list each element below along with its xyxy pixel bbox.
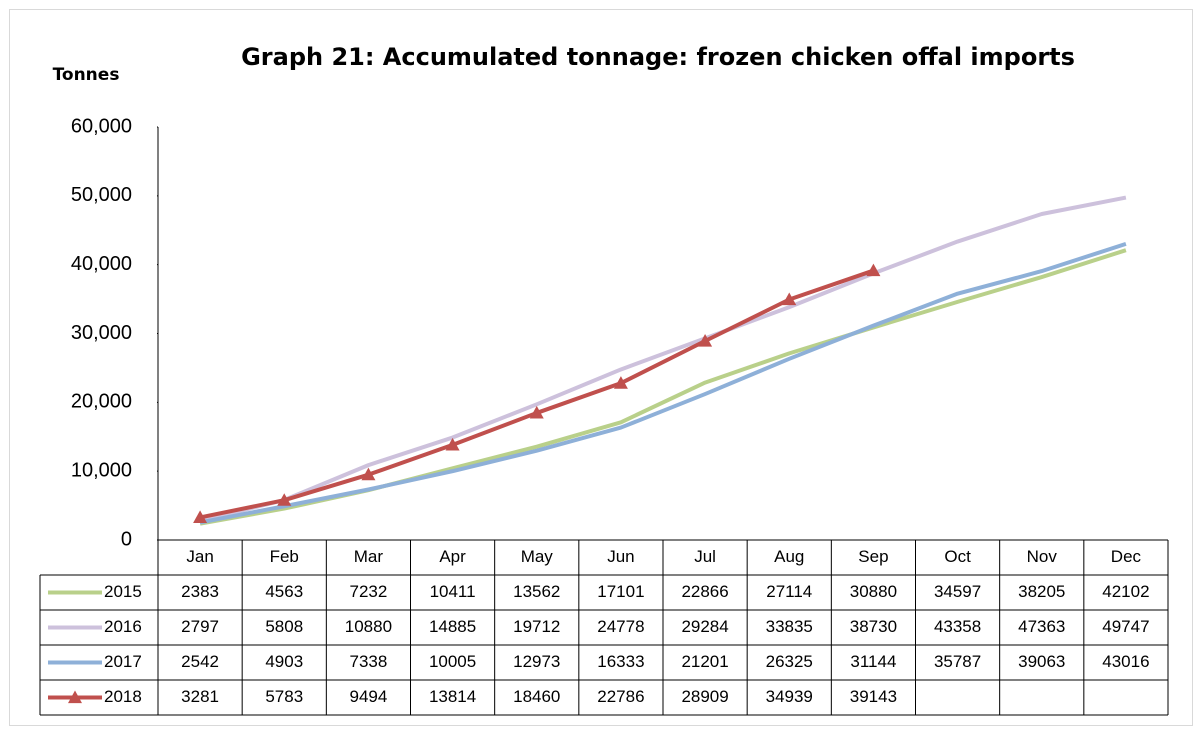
x-tick-label: Nov	[1027, 547, 1058, 566]
y-tick-label: 40,000	[71, 253, 132, 275]
table-cell: 7338	[350, 652, 388, 671]
table-cell: 3281	[181, 687, 219, 706]
x-tick-label: Aug	[774, 547, 804, 566]
table-cell: 10005	[429, 652, 476, 671]
line-series	[199, 242, 1127, 525]
point-marker	[866, 263, 881, 277]
chart-border	[9, 9, 1193, 726]
table-cell: 35787	[934, 652, 981, 671]
x-tick-label: Sep	[858, 547, 888, 566]
x-tick-label: Oct	[944, 547, 971, 566]
table-cell: 14885	[429, 617, 476, 636]
x-tick-label: Apr	[439, 547, 466, 566]
table-cell: 38205	[1018, 582, 1065, 601]
legend-label: 2016	[104, 617, 142, 636]
y-tick-label: 10,000	[71, 459, 132, 481]
table-cell: 33835	[766, 617, 813, 636]
legend-label: 2017	[104, 652, 142, 671]
y-tick-label: 0	[121, 528, 132, 550]
table-cell: 29284	[681, 617, 728, 636]
line-series	[199, 195, 1127, 523]
point-marker	[782, 292, 797, 306]
y-tick-label: 20,000	[71, 391, 132, 413]
table-cell: 10880	[345, 617, 392, 636]
table-cell: 24778	[597, 617, 644, 636]
table-cell: 28909	[681, 687, 728, 706]
table-cell: 31144	[850, 652, 896, 671]
table-cell: 49747	[1102, 617, 1149, 636]
table-cell: 27114	[766, 582, 812, 601]
chart-title: Graph 21: Accumulated tonnage: frozen ch…	[241, 43, 1075, 71]
table-cell: 10411	[430, 582, 476, 601]
table-cell: 18460	[513, 687, 560, 706]
point-marker	[193, 510, 208, 524]
table-cell: 12973	[513, 652, 560, 671]
x-tick-label: Jun	[607, 547, 634, 566]
table-cell: 34597	[934, 582, 981, 601]
table-cell: 42102	[1102, 582, 1149, 601]
table-cell: 19712	[513, 617, 560, 636]
point-marker	[529, 405, 544, 419]
table-cell: 4903	[265, 652, 303, 671]
table-cell: 38730	[850, 617, 897, 636]
table-cell: 39063	[1018, 652, 1065, 671]
table-cell: 47363	[1018, 617, 1065, 636]
point-marker	[361, 467, 376, 481]
table-cell: 7232	[350, 582, 388, 601]
point-marker	[277, 493, 292, 506]
table-cell: 9494	[350, 687, 388, 706]
table-cell: 2797	[181, 617, 219, 636]
table-cell: 5783	[265, 687, 303, 706]
legend-marker	[68, 690, 82, 704]
x-tick-label: Mar	[354, 547, 384, 566]
legend-label: 2015	[104, 582, 142, 601]
table-cell: 2383	[181, 582, 219, 601]
y-axis-label: Tonnes	[53, 65, 120, 85]
table-cell: 17101	[597, 582, 644, 601]
table-cell: 5808	[265, 617, 303, 636]
table-cell: 13814	[429, 687, 476, 706]
x-tick-label: Jul	[694, 547, 716, 566]
legend-label: 2018	[104, 687, 142, 706]
point-marker	[445, 437, 460, 451]
table-cell: 13562	[513, 582, 560, 601]
table-cell: 34939	[766, 687, 813, 706]
x-tick-label: Jan	[186, 547, 213, 566]
table-cell: 22866	[681, 582, 728, 601]
table-cell: 22786	[597, 687, 644, 706]
point-marker	[613, 376, 628, 389]
table-cell: 30880	[850, 582, 897, 601]
table-cell: 4563	[265, 582, 303, 601]
table-cell: 26325	[766, 652, 813, 671]
x-tick-label: Dec	[1111, 547, 1142, 566]
table-cell: 21201	[681, 652, 728, 671]
table-cell: 39143	[850, 687, 897, 706]
table-cell: 43016	[1102, 652, 1149, 671]
table-cell: 43358	[934, 617, 981, 636]
point-marker	[698, 334, 713, 347]
table-cell: 16333	[597, 652, 644, 671]
x-tick-label: Feb	[270, 547, 299, 566]
table-cell: 2542	[181, 652, 219, 671]
y-tick-label: 30,000	[71, 322, 132, 344]
x-tick-label: May	[521, 547, 554, 566]
y-tick-label: 50,000	[71, 184, 132, 206]
y-tick-label: 60,000	[71, 115, 132, 137]
